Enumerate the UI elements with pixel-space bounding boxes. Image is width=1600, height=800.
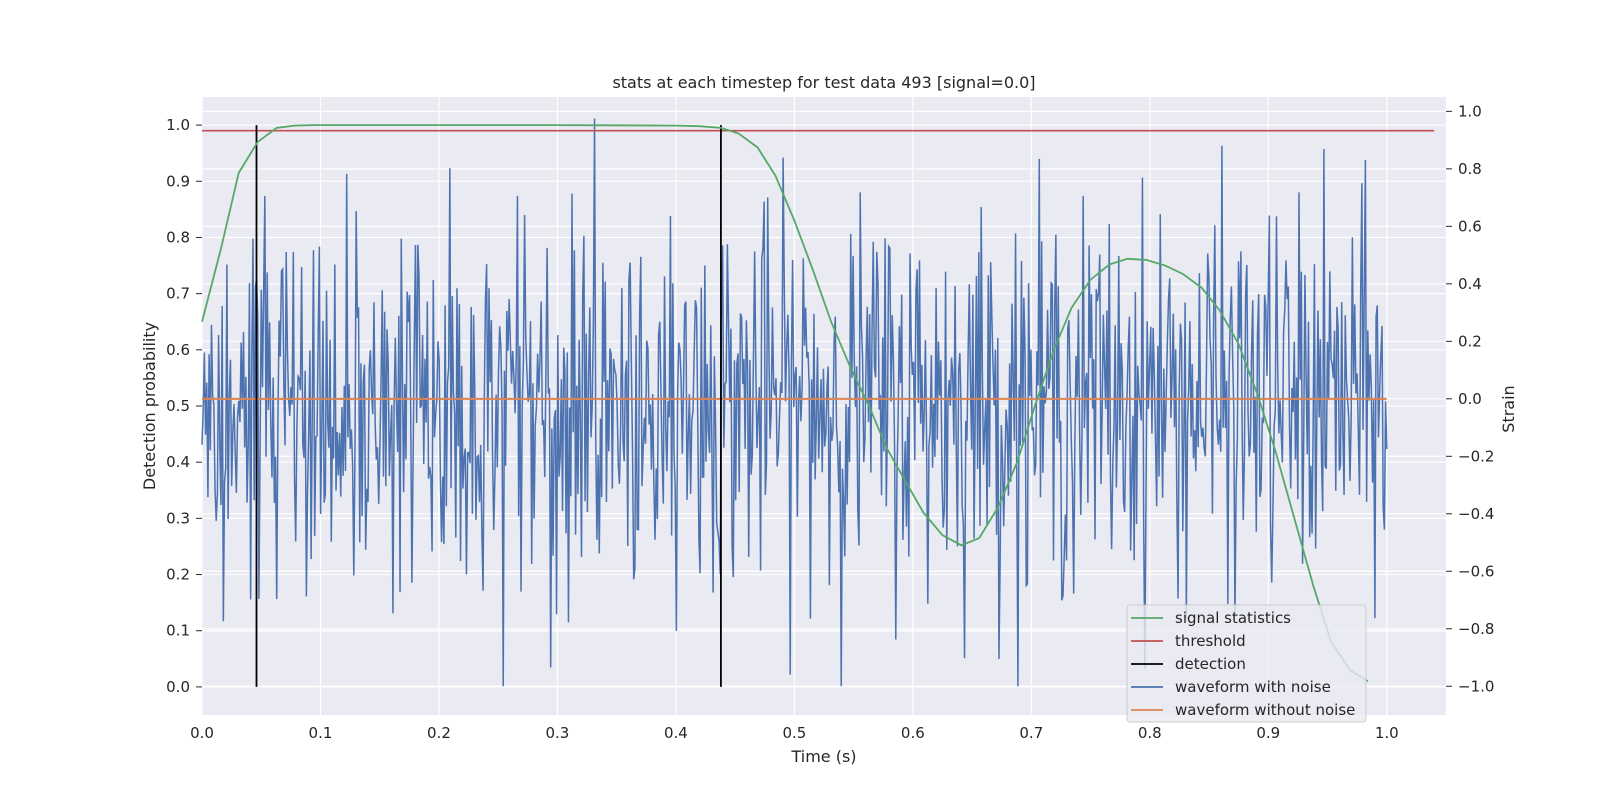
- chart-title: stats at each timestep for test data 493…: [612, 73, 1035, 92]
- y-tick-label: 0.0: [166, 678, 190, 696]
- y2-tick-label: −0.6: [1458, 562, 1494, 580]
- tick-labels: 0.0 0.1 0.2 0.3 0.4 0.5 0.6 0.7 0.8 0.9 1.0 0.0 0.1 0…: [166, 102, 1494, 742]
- x-tick-label: 0.5: [782, 724, 806, 742]
- x-axis-label: Time (s): [790, 747, 856, 766]
- x-tick-label: 0.8: [1138, 724, 1162, 742]
- x-tick-label: 0.1: [309, 724, 333, 742]
- legend-label-detection: detection: [1175, 655, 1246, 673]
- y2-tick-label: −1.0: [1458, 677, 1494, 695]
- y2-tick-label: −0.2: [1458, 447, 1494, 465]
- x-tick-label: 0.0: [190, 724, 214, 742]
- x-tick-label: 0.9: [1256, 724, 1280, 742]
- y2-tick-label: 1.0: [1458, 102, 1482, 120]
- y2-tick-label: 0.8: [1458, 160, 1482, 178]
- y-tick-label: 0.5: [166, 397, 190, 415]
- x-tick-label: 0.3: [545, 724, 569, 742]
- series-signal-statistics: [201, 124, 1369, 683]
- legend-label-threshold: threshold: [1175, 632, 1246, 650]
- y2-tick-label: 0.6: [1458, 217, 1482, 235]
- y2-axis-label: Strain: [1499, 385, 1518, 432]
- x-tick-label: 0.6: [901, 724, 925, 742]
- y2-tick-label: 0.2: [1458, 332, 1482, 350]
- x-tick-label: 0.2: [427, 724, 451, 742]
- legend-label-waveform-without-noise: waveform without noise: [1175, 701, 1355, 719]
- y-tick-label: 1.0: [166, 116, 190, 134]
- y-tick-label: 0.2: [166, 566, 190, 584]
- y2-tick-label: 0.0: [1458, 390, 1482, 408]
- y-tick-label: 0.9: [166, 172, 190, 190]
- x-tick-label: 1.0: [1375, 724, 1399, 742]
- x-tick-label: 0.7: [1019, 724, 1043, 742]
- y-axis-label: Detection probability: [140, 322, 159, 490]
- y-tick-label: 0.3: [166, 509, 190, 527]
- y2-tick-label: 0.4: [1458, 275, 1482, 293]
- y2-tick-label: −0.4: [1458, 505, 1494, 523]
- y2-tick-label: −0.8: [1458, 620, 1494, 638]
- y-tick-label: 0.7: [166, 285, 190, 303]
- y-tick-label: 0.1: [166, 622, 190, 640]
- legend-label-signal-statistics: signal statistics: [1175, 609, 1291, 627]
- y-tick-label: 0.4: [166, 453, 190, 471]
- series-waveform-with-noise: [201, 118, 1388, 687]
- x-tick-label: 0.4: [664, 724, 688, 742]
- legend-box: [1126, 604, 1367, 723]
- y-tick-label: 0.8: [166, 228, 190, 246]
- legend-label-waveform-with-noise: waveform with noise: [1175, 678, 1331, 696]
- y-tick-label: 0.6: [166, 341, 190, 359]
- legend: signal statistics threshold detection wa…: [1126, 604, 1367, 723]
- chart-marks: [201, 118, 1435, 687]
